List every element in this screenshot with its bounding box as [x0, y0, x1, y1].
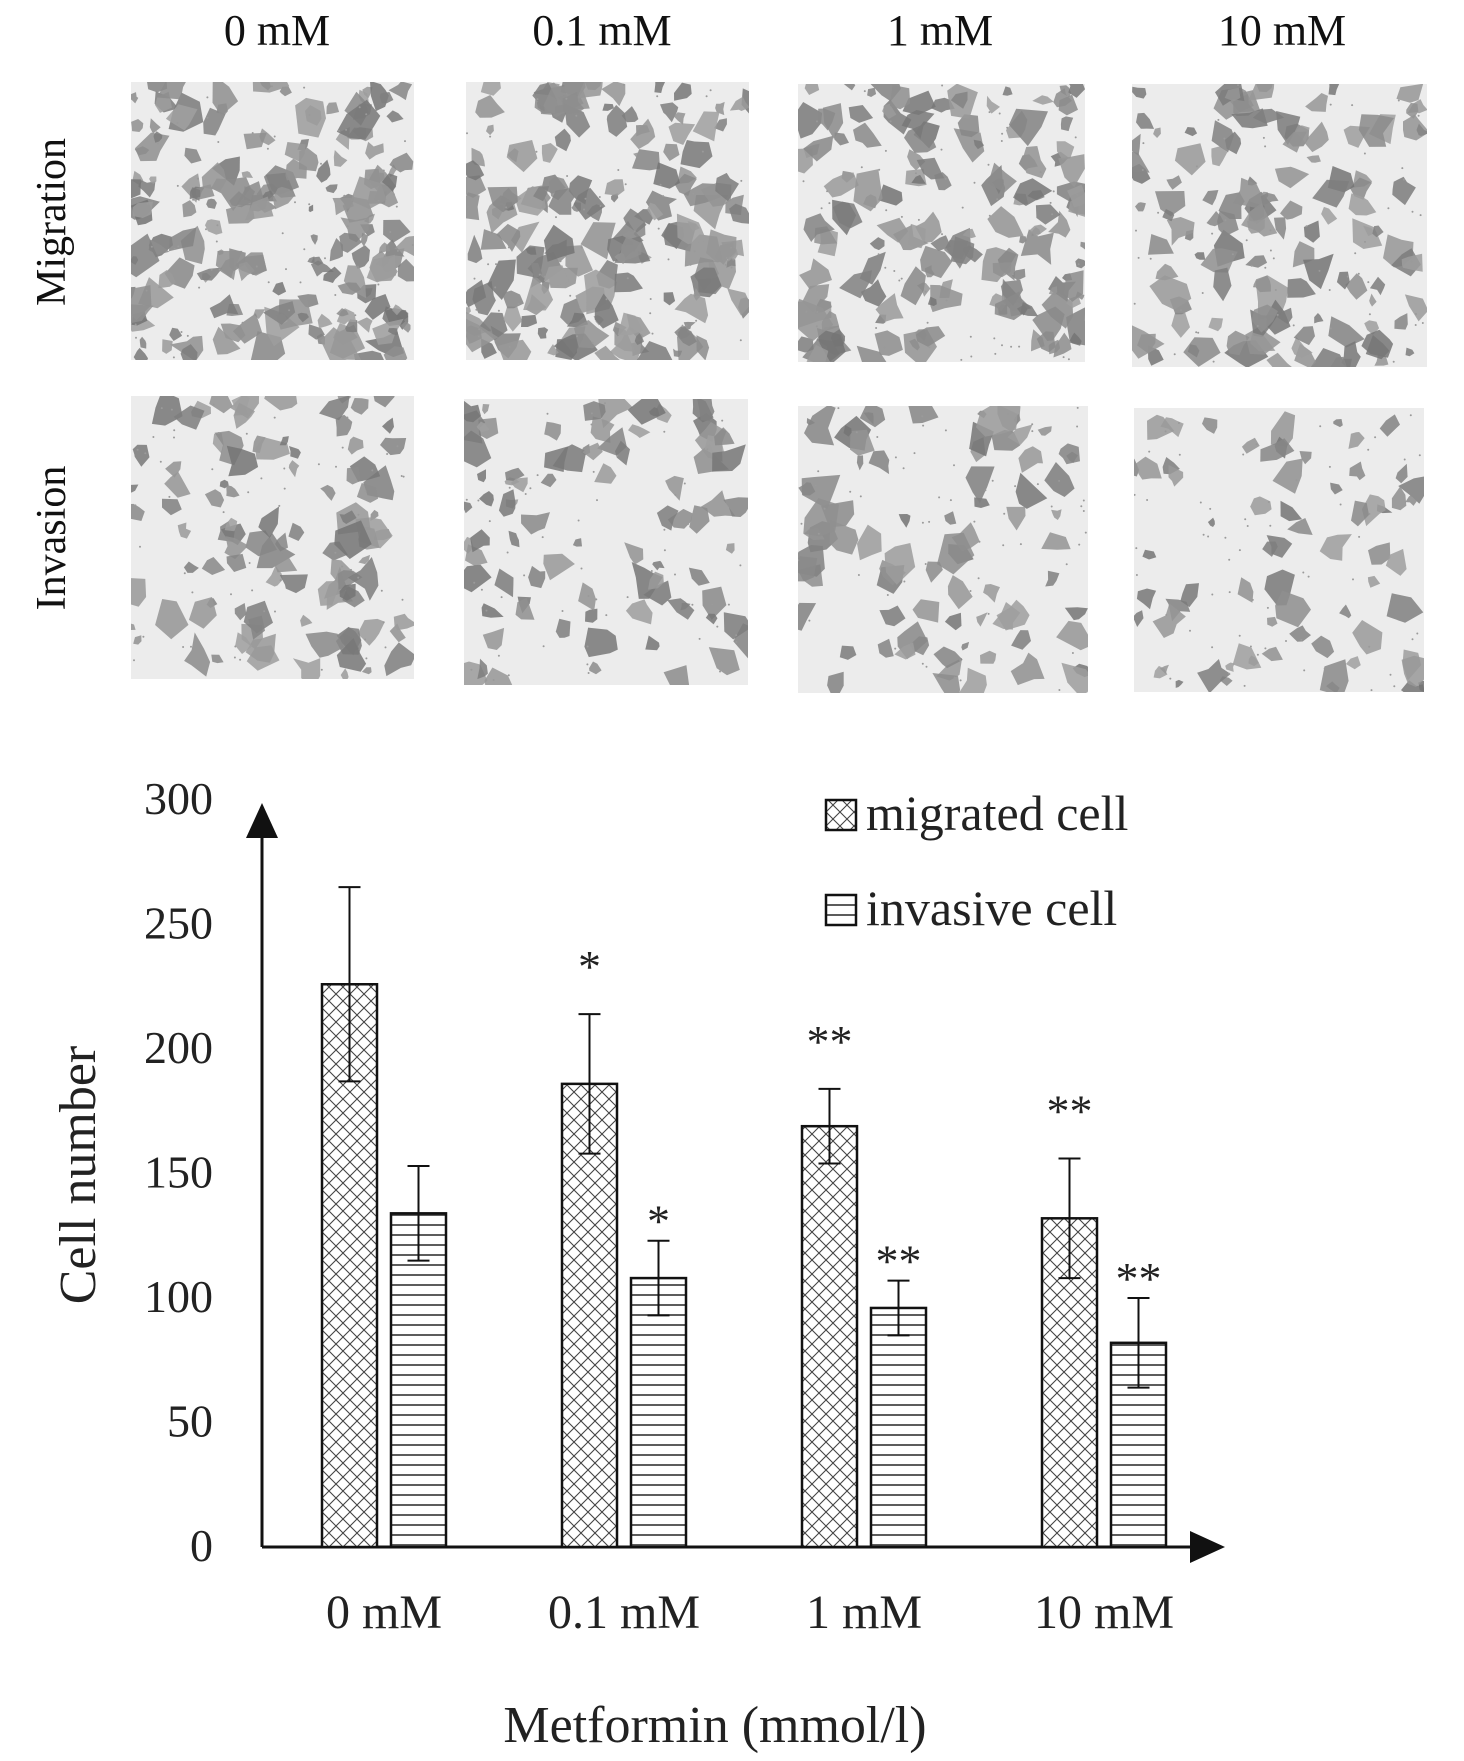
legend-swatch	[824, 893, 858, 927]
y-tick-label: 0	[190, 1520, 213, 1571]
legend-label: migrated cell	[866, 785, 1128, 841]
micrograph-migration-10mm	[1132, 84, 1427, 367]
significance-marker: **	[1047, 1086, 1093, 1137]
bar-migrated-cell	[800, 1124, 859, 1549]
significance-marker: **	[807, 1016, 853, 1067]
y-tick-label: 50	[167, 1396, 213, 1447]
micrograph-invasion-0mm	[131, 396, 414, 679]
y-tick-label: 200	[144, 1022, 213, 1073]
bar-invasive-cell	[869, 1306, 928, 1549]
micrograph-invasion-1mm	[798, 406, 1088, 693]
column-label-10mm: 10 mM	[1217, 6, 1347, 55]
y-tick-label: 150	[144, 1147, 213, 1198]
bar-invasive-cell	[629, 1276, 688, 1549]
micrograph-migration-0mm	[131, 82, 414, 360]
legend-swatch	[824, 798, 858, 832]
micrograph-invasion-0.1mm	[464, 399, 748, 685]
y-tick-label: 300	[144, 773, 213, 824]
x-axis-title: Metformin (mmol/l)	[503, 1697, 926, 1754]
x-tick-label: 1 mM	[806, 1586, 922, 1639]
x-tick-label: 0.1 mM	[548, 1586, 700, 1639]
bar-invasive-cell	[389, 1212, 448, 1549]
x-tick-label: 0 mM	[326, 1586, 442, 1639]
y-tick-label: 100	[144, 1271, 213, 1322]
y-tick-label: 250	[144, 898, 213, 949]
column-label-1mm: 1 mM	[886, 6, 994, 55]
significance-marker: *	[647, 1196, 670, 1247]
row-label-migration: Migration	[29, 138, 75, 306]
x-axis-arrow	[1190, 1531, 1225, 1563]
micrograph-migration-0.1mm	[466, 82, 749, 360]
y-axis-title: Cell number	[50, 1046, 107, 1305]
row-label-invasion: Invasion	[29, 465, 75, 611]
bar-migrated-cell	[560, 1082, 619, 1549]
y-axis-arrow	[246, 803, 278, 838]
column-label-0.1mm: 0.1 mM	[532, 6, 672, 55]
legend-label: invasive cell	[866, 880, 1117, 936]
micrograph-migration-1mm	[798, 84, 1085, 362]
micrograph-invasion-10mm	[1134, 408, 1424, 692]
column-label-0mm: 0 mM	[223, 6, 331, 55]
significance-marker: *	[578, 941, 601, 992]
significance-marker: **	[876, 1236, 922, 1287]
significance-marker: **	[1116, 1253, 1162, 1304]
x-tick-label: 10 mM	[1034, 1586, 1174, 1639]
